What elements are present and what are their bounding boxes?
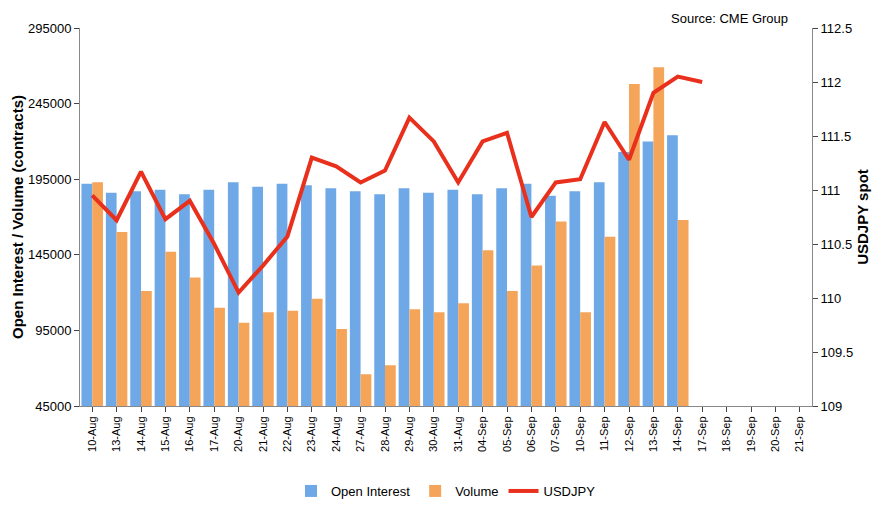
svg-text:21-Aug: 21-Aug — [257, 416, 269, 451]
svg-text:28-Aug: 28-Aug — [379, 416, 391, 451]
svg-text:29-Aug: 29-Aug — [403, 416, 415, 451]
svg-text:112.5: 112.5 — [821, 21, 853, 36]
svg-text:10-Aug: 10-Aug — [86, 416, 98, 451]
svg-text:20-Sep: 20-Sep — [769, 416, 781, 451]
svg-text:04-Sep: 04-Sep — [476, 416, 488, 451]
svg-text:13-Sep: 13-Sep — [647, 416, 659, 451]
svg-text:295000: 295000 — [28, 21, 71, 36]
svg-text:145000: 145000 — [28, 247, 71, 262]
svg-text:111.5: 111.5 — [821, 129, 852, 144]
svg-text:17-Aug: 17-Aug — [208, 416, 220, 451]
svg-text:17-Sep: 17-Sep — [696, 416, 708, 451]
svg-text:Source: CME Group: Source: CME Group — [671, 11, 788, 26]
svg-text:111: 111 — [821, 183, 841, 198]
svg-text:14-Aug: 14-Aug — [135, 416, 147, 451]
svg-text:31-Aug: 31-Aug — [452, 416, 464, 451]
svg-text:110.5: 110.5 — [821, 237, 853, 252]
svg-text:23-Aug: 23-Aug — [305, 416, 317, 451]
svg-text:05-Sep: 05-Sep — [501, 416, 513, 451]
svg-text:06-Sep: 06-Sep — [525, 416, 537, 451]
svg-text:11-Sep: 11-Sep — [598, 416, 610, 451]
svg-text:195000: 195000 — [28, 172, 71, 187]
svg-text:95000: 95000 — [35, 323, 71, 338]
svg-text:15-Aug: 15-Aug — [159, 416, 171, 451]
svg-text:10-Sep: 10-Sep — [574, 416, 586, 451]
svg-text:112: 112 — [821, 75, 842, 90]
svg-text:109: 109 — [821, 399, 843, 414]
svg-text:14-Sep: 14-Sep — [671, 416, 683, 451]
svg-text:22-Aug: 22-Aug — [281, 416, 293, 451]
svg-text:USDJPY spot: USDJPY spot — [854, 169, 871, 265]
svg-text:24-Aug: 24-Aug — [330, 416, 342, 451]
svg-text:16-Aug: 16-Aug — [183, 416, 195, 451]
svg-text:Open Interest / Volume (contra: Open Interest / Volume (contracts) — [9, 95, 26, 339]
svg-text:Open Interest: Open Interest — [331, 484, 410, 499]
svg-text:21-Sep: 21-Sep — [793, 416, 805, 451]
svg-text:19-Sep: 19-Sep — [745, 416, 757, 451]
svg-text:07-Sep: 07-Sep — [549, 416, 561, 451]
svg-text:45000: 45000 — [35, 399, 71, 414]
svg-text:12-Sep: 12-Sep — [623, 416, 635, 451]
svg-text:110: 110 — [821, 291, 842, 306]
svg-text:27-Aug: 27-Aug — [354, 416, 366, 451]
svg-text:20-Aug: 20-Aug — [232, 416, 244, 451]
svg-text:USDJPY: USDJPY — [544, 484, 596, 499]
svg-text:18-Sep: 18-Sep — [720, 416, 732, 451]
svg-text:13-Aug: 13-Aug — [110, 416, 122, 451]
svg-text:Volume: Volume — [455, 484, 498, 499]
svg-text:245000: 245000 — [28, 96, 71, 111]
svg-text:30-Aug: 30-Aug — [427, 416, 439, 451]
svg-text:109.5: 109.5 — [821, 345, 854, 360]
